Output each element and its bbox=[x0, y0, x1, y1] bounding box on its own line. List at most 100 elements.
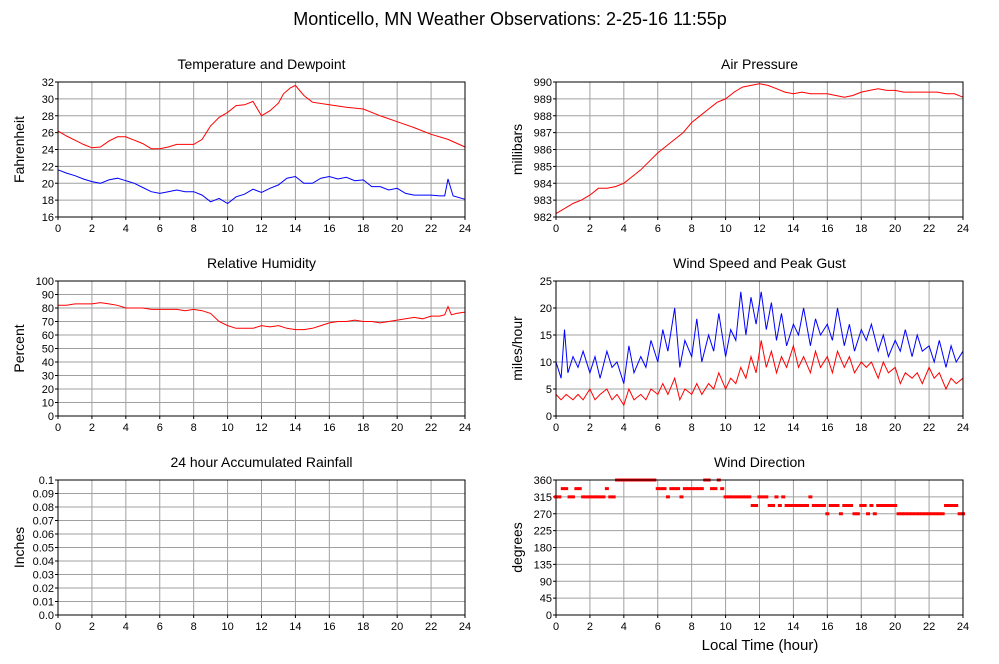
temp-y-tick-label: 18 bbox=[42, 195, 54, 207]
direction-point bbox=[855, 512, 860, 516]
direction-point bbox=[899, 512, 904, 516]
direction-point bbox=[740, 495, 745, 499]
direction-title: Wind Direction bbox=[714, 454, 805, 470]
direction-point bbox=[818, 504, 823, 507]
direction-point bbox=[916, 512, 921, 516]
direction-point bbox=[723, 495, 728, 499]
humidity-ylabel: Percent bbox=[11, 324, 27, 372]
direction-point bbox=[594, 495, 599, 499]
temp-ylabel: Fahrenheit bbox=[11, 116, 27, 183]
direction-point bbox=[791, 504, 796, 507]
direction-point bbox=[737, 495, 742, 499]
direction-point bbox=[743, 495, 748, 499]
direction-x-tick-label: 4 bbox=[621, 621, 627, 633]
pressure-x-tick-label: 0 bbox=[553, 223, 559, 235]
rain-y-tick-label: 0.08 bbox=[33, 502, 54, 514]
direction-point bbox=[808, 495, 813, 499]
direction-point bbox=[696, 487, 701, 491]
wind-title: Wind Speed and Peak Gust bbox=[673, 255, 846, 271]
wind-ylabel: miles/hour bbox=[509, 316, 525, 381]
wind-y-tick-label: 5 bbox=[546, 384, 552, 396]
direction-point bbox=[811, 504, 816, 507]
direction-point bbox=[798, 504, 803, 507]
temp-x-tick-label: 22 bbox=[425, 223, 437, 235]
temp-x-tick-label: 4 bbox=[123, 223, 129, 235]
wind-frame bbox=[555, 280, 964, 417]
temp-y-tick-label: 26 bbox=[42, 128, 54, 140]
direction-point bbox=[672, 487, 677, 491]
rain-x-tick-label: 6 bbox=[157, 621, 163, 633]
rain-x-tick-label: 16 bbox=[323, 621, 335, 633]
direction-x-tick-label: 10 bbox=[719, 621, 731, 633]
pressure-y-tick-label: 983 bbox=[534, 195, 552, 207]
direction-point bbox=[686, 487, 691, 491]
pressure-y-tick-label: 988 bbox=[534, 111, 552, 123]
direction-y-tick-label: 90 bbox=[540, 576, 552, 588]
direction-y-tick-label: 360 bbox=[534, 475, 552, 487]
temp-y-tick-label: 28 bbox=[42, 111, 54, 123]
wind-series-line-1 bbox=[555, 291, 964, 384]
temp-y-tick-label: 20 bbox=[42, 178, 54, 190]
humidity-y-tick-label: 30 bbox=[42, 371, 54, 383]
direction-point bbox=[944, 504, 949, 507]
temp-y-tick-label: 24 bbox=[42, 145, 54, 157]
temp-frame bbox=[57, 81, 466, 218]
direction-point bbox=[693, 487, 698, 491]
pressure-x-tick-label: 4 bbox=[621, 223, 627, 235]
direction-point bbox=[699, 487, 704, 491]
direction-point bbox=[866, 512, 871, 516]
humidity-y-tick-label: 40 bbox=[42, 357, 54, 369]
direction-point bbox=[713, 487, 718, 491]
temp-x-tick-label: 2 bbox=[89, 223, 95, 235]
humidity-x-tick-label: 6 bbox=[157, 422, 163, 434]
rain-x-tick-label: 18 bbox=[357, 621, 369, 633]
direction-point bbox=[825, 512, 830, 516]
humidity-x-tick-label: 24 bbox=[459, 422, 471, 434]
direction-point bbox=[896, 512, 901, 516]
humidity-title: Relative Humidity bbox=[207, 255, 316, 271]
pressure-title: Air Pressure bbox=[721, 56, 798, 72]
direction-x-tick-label: 8 bbox=[689, 621, 695, 633]
humidity-y-tick-label: 50 bbox=[42, 344, 54, 356]
direction-point bbox=[777, 504, 782, 507]
direction-point bbox=[862, 504, 867, 507]
direction-point bbox=[869, 504, 874, 507]
pressure-y-tick-label: 989 bbox=[534, 94, 552, 106]
rain-x-tick-label: 10 bbox=[221, 621, 233, 633]
rain-ylabel: Inches bbox=[11, 527, 27, 568]
wind-y-tick-label: 25 bbox=[540, 276, 552, 288]
humidity-y-tick-label: 100 bbox=[36, 276, 54, 288]
wind-series-line-2 bbox=[555, 340, 964, 407]
humidity-x-tick-label: 14 bbox=[289, 422, 301, 434]
direction-point bbox=[804, 504, 809, 507]
rain-y-tick-label: 0.01 bbox=[33, 597, 54, 609]
direction-point bbox=[920, 512, 925, 516]
direction-point bbox=[608, 495, 613, 499]
direction-point bbox=[689, 487, 694, 491]
direction-point bbox=[750, 504, 755, 507]
direction-point bbox=[567, 495, 572, 499]
direction-point bbox=[879, 504, 884, 507]
direction-point bbox=[679, 495, 684, 499]
direction-point bbox=[767, 504, 772, 507]
direction-point bbox=[845, 504, 850, 507]
direction-frame bbox=[555, 479, 964, 616]
humidity-x-tick-label: 12 bbox=[255, 422, 267, 434]
direction-point bbox=[764, 495, 769, 499]
direction-point bbox=[913, 512, 918, 516]
direction-point bbox=[801, 504, 806, 507]
temp-x-tick-label: 24 bbox=[459, 223, 471, 235]
wind-x-tick-label: 4 bbox=[621, 422, 627, 434]
temp-title: Temperature and Dewpoint bbox=[177, 56, 345, 72]
direction-point bbox=[760, 495, 765, 499]
temp-y-tick-label: 32 bbox=[42, 77, 54, 89]
direction-y-tick-label: 270 bbox=[534, 509, 552, 521]
direction-point bbox=[591, 495, 596, 499]
rain-y-tick-label: 0.07 bbox=[33, 516, 54, 528]
wind-x-tick-label: 24 bbox=[957, 422, 969, 434]
direction-point bbox=[720, 487, 725, 491]
